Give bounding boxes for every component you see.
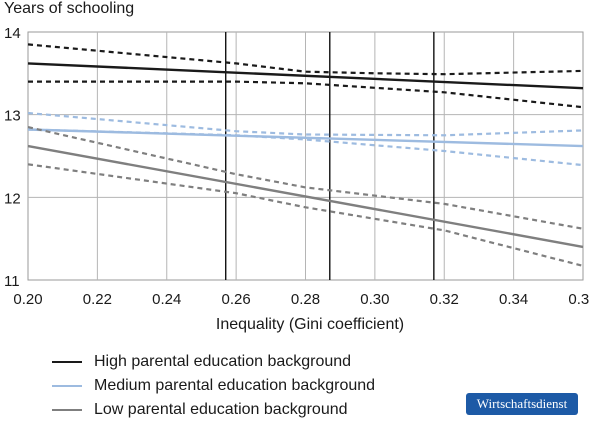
x-axis-label: Inequality (Gini coefficient) <box>215 316 405 333</box>
legend-item-medium: Medium parental education background <box>52 374 375 398</box>
series-1-line <box>27 128 584 148</box>
legend-item-high: High parental education background <box>52 350 375 374</box>
legend-label-medium: Medium parental education background <box>94 377 376 394</box>
legend-item-low: Low parental education background <box>52 398 375 422</box>
x-tick-label: 0.20 <box>13 291 42 308</box>
legend-swatch-high <box>52 361 82 363</box>
x-tick-label: 0.32 <box>430 291 459 308</box>
y-axis-label: Years of schooling <box>4 0 135 17</box>
x-tick-label: 0.36 <box>568 291 590 308</box>
x-tick-label: 0.30 <box>360 291 389 308</box>
y-tick-label: 11 <box>4 273 20 290</box>
series-0-ci-upper <box>27 43 584 76</box>
series-1-ci-upper <box>27 111 584 137</box>
line-chart: 0.20 0.22 0.24 0.26 0.28 0.30 0.32 0.34 0.36 11 12… <box>4 25 590 308</box>
series-2-ci-upper <box>27 126 584 230</box>
x-tick-label: 0.28 <box>291 291 320 308</box>
series-0-line <box>27 62 584 90</box>
x-tick-label: 0.26 <box>222 291 251 308</box>
y-tick-label: 14 <box>4 25 21 42</box>
x-tick-label: 0.22 <box>83 291 112 308</box>
legend-label-low: Low parental education background <box>94 401 348 418</box>
legend-swatch-medium <box>52 385 82 387</box>
x-tick-label: 0.24 <box>152 291 181 308</box>
series-0-ci-lower <box>28 80 584 109</box>
y-tick-label: 12 <box>4 190 21 207</box>
legend: High parental education background Mediu… <box>52 350 375 422</box>
legend-swatch-low <box>52 409 82 411</box>
series-2-ci-lower <box>27 163 584 267</box>
x-tick-label: 0.34 <box>499 291 528 308</box>
series-2-line <box>27 144 584 249</box>
legend-label-high: High parental education background <box>94 353 352 370</box>
y-tick-label: 13 <box>4 108 21 125</box>
wirtschaftsdienst-logo: Wirtschaftsdienst <box>466 393 578 415</box>
